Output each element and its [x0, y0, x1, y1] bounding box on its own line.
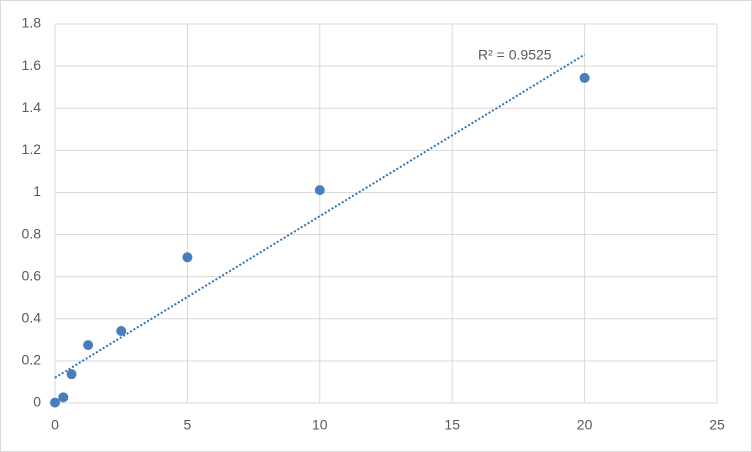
point: [314, 185, 325, 196]
point: [116, 325, 127, 336]
y-tick-label: 0: [33, 394, 41, 410]
x-tick-label: 20: [577, 417, 593, 433]
y-tick-label: 0.6: [22, 267, 42, 283]
y-tick-label: 0.8: [22, 225, 42, 241]
y-tick-label: 0.4: [22, 309, 42, 325]
trendline: [54, 53, 586, 379]
y-tick-label: 0.2: [22, 352, 42, 368]
x-tick-label: 10: [312, 417, 328, 433]
y-tick-label: 1.2: [22, 141, 42, 157]
x-tick-label: 5: [184, 417, 192, 433]
point: [182, 252, 193, 263]
y-tick-label: 1: [33, 183, 41, 199]
point: [66, 369, 77, 380]
y-tick-label: 1.8: [22, 15, 42, 31]
y-tick-label: 1.4: [22, 99, 42, 115]
x-tick-label: 0: [51, 417, 59, 433]
x-tick-label: 25: [709, 417, 725, 433]
point: [58, 392, 69, 403]
point: [83, 340, 94, 351]
point: [50, 397, 60, 408]
y-tick-label: 1.6: [22, 57, 42, 73]
point: [579, 72, 590, 83]
x-tick-label: 15: [444, 417, 460, 433]
annotation: R² = 0.9525: [478, 47, 552, 63]
